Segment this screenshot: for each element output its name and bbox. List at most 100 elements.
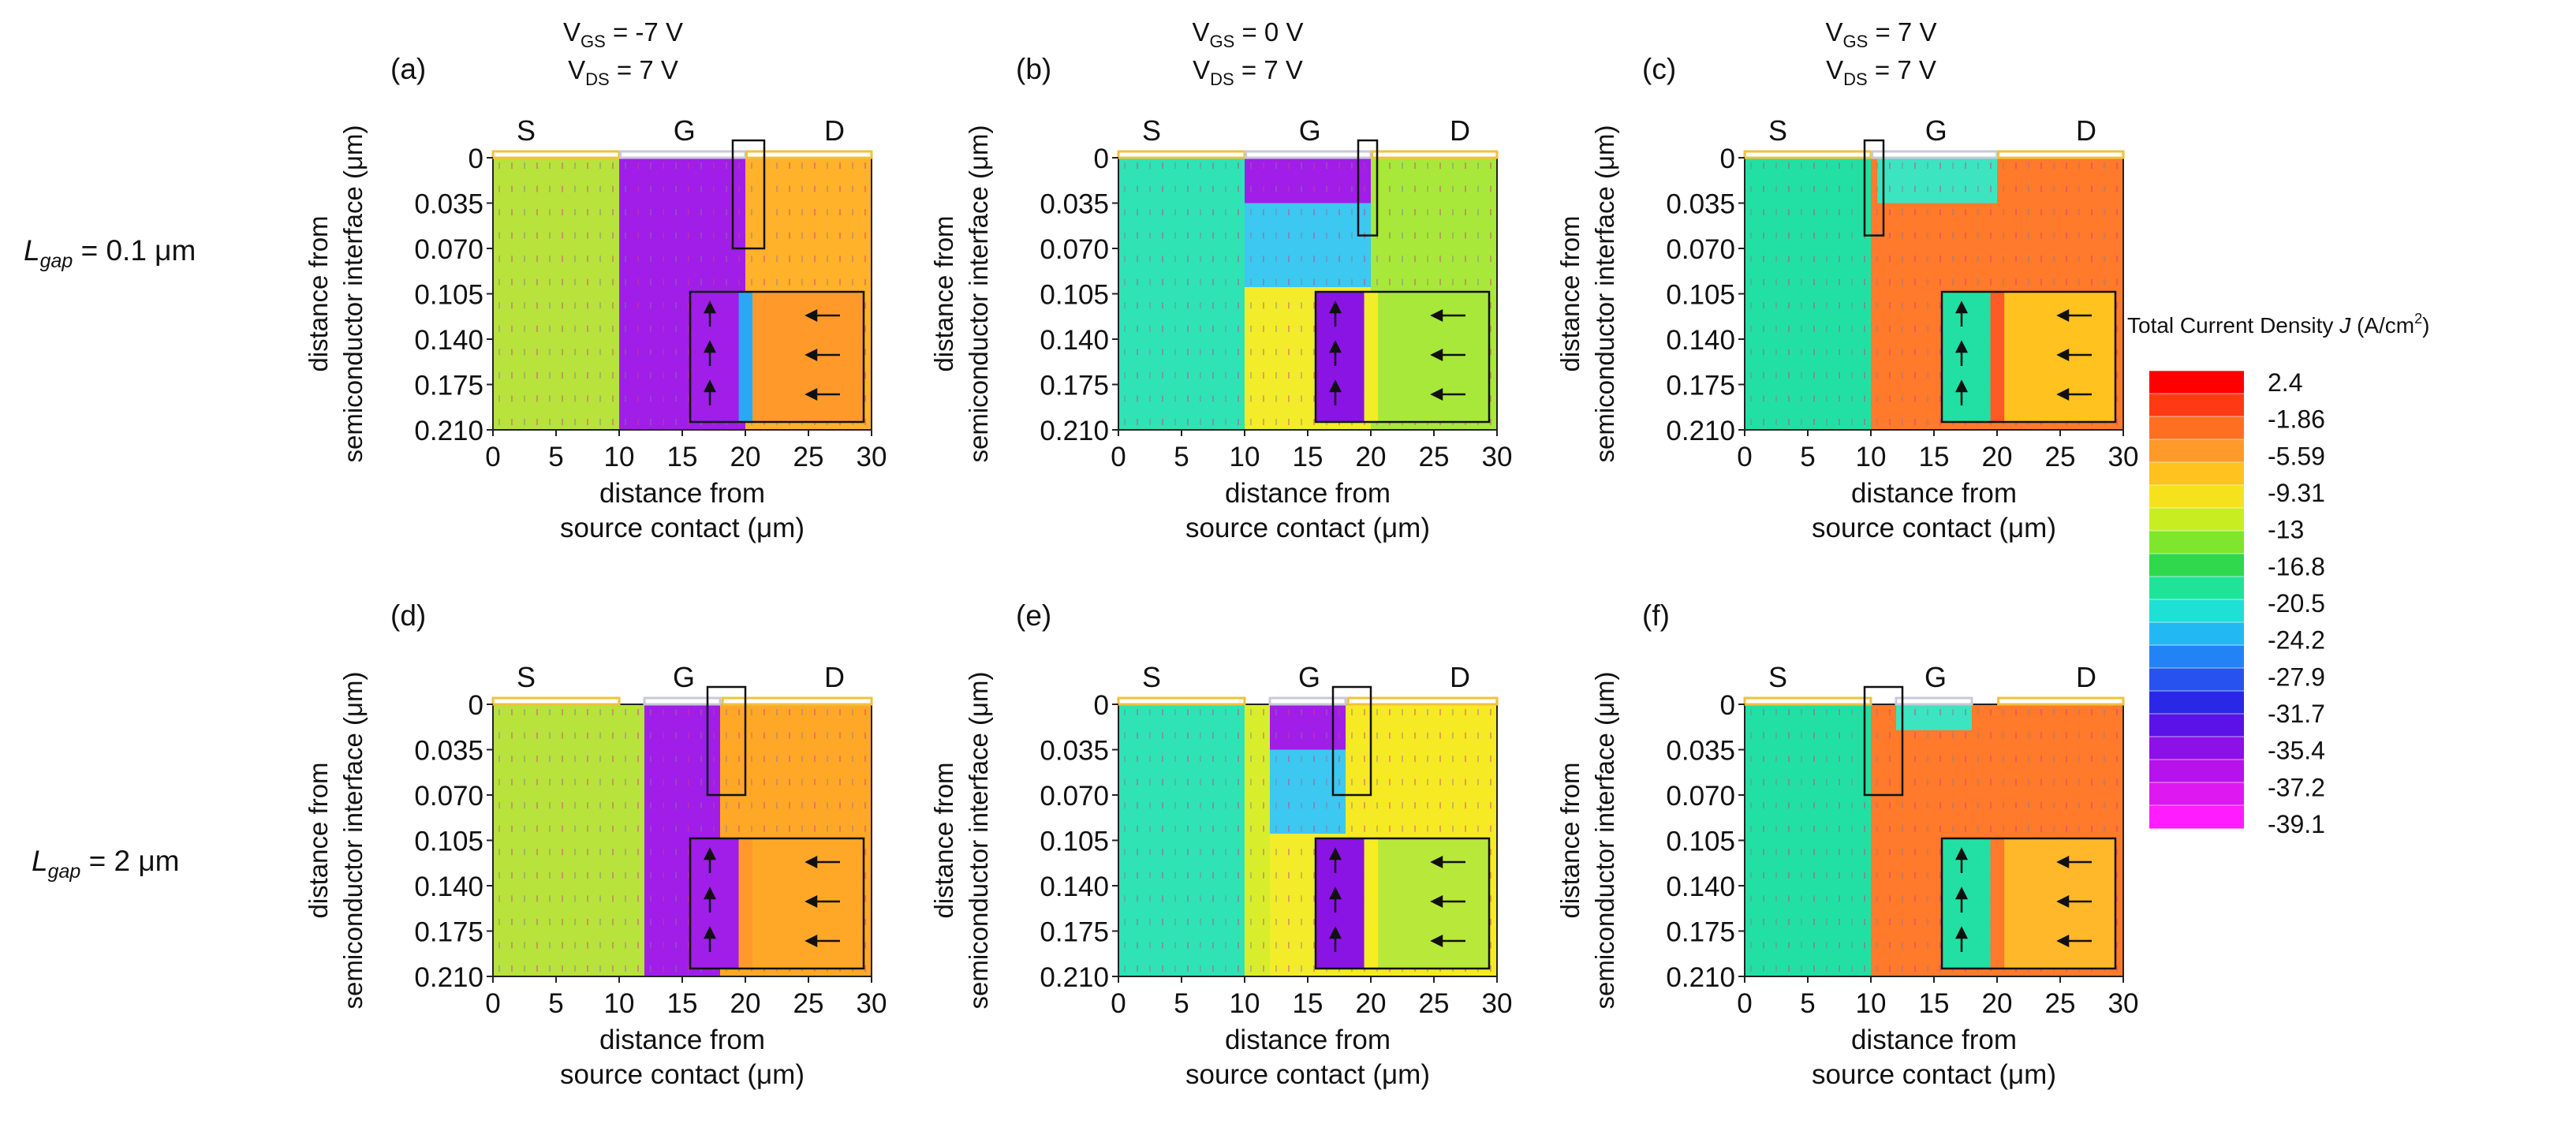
y-tick-label: 0.105 [1666, 827, 1735, 857]
colorbar-swatch [2149, 416, 2244, 440]
region [1245, 158, 1371, 203]
x-axis-label-line1: distance from [1851, 478, 2017, 509]
y-tick-label: 0.175 [414, 917, 483, 948]
x-tick-label: 0 [1111, 988, 1126, 1019]
x-ticks: 0 5 10 15 20 25 30 [1111, 976, 1512, 1019]
inset-frame [1314, 837, 1491, 970]
colorbar-swatch [2149, 394, 2244, 417]
electrode-label-s: S [1142, 661, 1161, 693]
electrode-d [721, 696, 873, 706]
x-tick-label: 20 [1982, 442, 2013, 472]
colorbar-swatch [2149, 371, 2244, 394]
electrode-g [1895, 696, 1973, 706]
colorbar-swatch [2149, 805, 2244, 829]
x-axis-label-line2: source contact (μm) [1812, 1059, 2056, 1090]
arrow-left-icon [2056, 894, 2070, 909]
y-tick-label: 0 [469, 690, 483, 721]
colorbar-swatch [2149, 599, 2244, 623]
x-tick-label: 20 [730, 988, 761, 1019]
column-header-3: VGS = 7 V VDS = 7 V [1826, 17, 1937, 89]
panel-letter: (a) [390, 53, 426, 85]
x-axis-label-line2: source contact (μm) [1185, 1059, 1430, 1090]
inset-band [738, 838, 753, 969]
arrow-up-icon [1328, 379, 1342, 393]
inset-frame [1940, 837, 2117, 970]
y-tick-label: 0.105 [414, 280, 483, 311]
y-tick-label: 0.070 [414, 234, 483, 265]
y-tick-label: 0.105 [414, 827, 483, 857]
electrode-label-d: D [824, 661, 845, 693]
electrode-g [1871, 150, 1999, 159]
arrow-up-icon [1328, 300, 1342, 314]
arrow-left-icon [805, 894, 818, 909]
y-tick-label: 0.035 [1040, 189, 1109, 220]
region [1245, 704, 1270, 976]
colorbar-tick-label: -13 [2268, 516, 2304, 544]
y-axis-label-line1: distance from [929, 215, 958, 371]
colorbar-swatch [2149, 737, 2244, 760]
y-axis-label-line1: distance from [1555, 762, 1585, 918]
highlight-box [706, 685, 747, 797]
colorbar-swatch [2149, 577, 2244, 600]
y-axis-label-line1: distance from [929, 762, 958, 918]
inset-band [2004, 838, 2115, 969]
column-header-1: VGS = -7 V VDS = 7 V [563, 17, 683, 89]
inset-band [1316, 838, 1365, 969]
inset-band [1378, 292, 1489, 422]
region [1270, 704, 1346, 750]
region [493, 704, 644, 976]
colorbar: Total Current Density J (A/cm2) 2.4 -1.86… [2127, 311, 2429, 838]
inset-arrows [1954, 300, 2092, 405]
arrow-up-icon [1328, 340, 1342, 353]
x-tick-label: 25 [2045, 442, 2076, 472]
arrow-up-icon [1954, 300, 1969, 314]
x-tick-label: 25 [793, 988, 824, 1019]
colorbar-tick-label: -24.2 [2268, 626, 2325, 655]
y-ticks: 0 0.035 0.070 0.105 0.140 0.175 0.210 [1666, 690, 1745, 993]
region [493, 158, 619, 430]
y-tick-label: 0.070 [1040, 781, 1109, 812]
electrode-d [1346, 696, 1499, 706]
x-tick-label: 20 [730, 442, 761, 472]
y-tick-label: 0.140 [1040, 325, 1109, 356]
x-axis-label-line2: source contact (μm) [560, 1059, 805, 1090]
inset [1940, 290, 2117, 424]
electrode-d [1997, 150, 2125, 159]
x-tick-label: 20 [1356, 988, 1387, 1019]
colorbar-swatch [2149, 645, 2244, 669]
x-ticks: 0 5 10 15 20 25 30 [485, 430, 887, 472]
y-ticks: 0 0.035 0.070 0.105 0.140 0.175 0.210 [1040, 690, 1118, 993]
electrode-s [1117, 150, 1246, 159]
x-ticks: 0 5 10 15 20 25 30 [1737, 430, 2138, 472]
inset-arrows [1954, 847, 2092, 952]
arrow-left-icon [2056, 387, 2070, 401]
x-tick-label: 20 [1356, 442, 1387, 472]
x-tick-label: 10 [604, 988, 635, 1019]
inset [689, 837, 865, 970]
inset-band [1942, 292, 1991, 422]
colorbar-tick-label: 2.4 [2268, 368, 2302, 397]
inset-band [2004, 292, 2115, 422]
electrode-d [745, 150, 873, 159]
colorbar-swatch [2149, 508, 2244, 532]
x-tick-label: 0 [485, 442, 500, 472]
x-tick-label: 10 [604, 442, 635, 472]
colorbar-ticks: 2.4 -1.86 -5.59 -9.31 -13 -16.8 -20.5 -24.2 -27.… [2268, 368, 2325, 838]
x-tick-label: 5 [1174, 442, 1189, 472]
y-tick-label: 0.140 [1666, 872, 1735, 902]
x-tick-label: 25 [2045, 988, 2076, 1019]
arrow-left-icon [1430, 387, 1443, 401]
region [1877, 158, 1997, 203]
electrode-label-s: S [1768, 661, 1787, 693]
inset [1314, 837, 1491, 970]
row-label-1-suffix: = 0.1 μm [73, 234, 196, 267]
colorbar-swatch [2149, 622, 2244, 646]
electrode-label-g: G [1925, 661, 1947, 693]
electrode-label-s: S [1768, 114, 1787, 147]
arrow-up-icon [703, 300, 717, 314]
y-tick-label: 0.070 [1040, 234, 1109, 265]
colorbar-tick-label: -20.5 [2268, 589, 2325, 618]
